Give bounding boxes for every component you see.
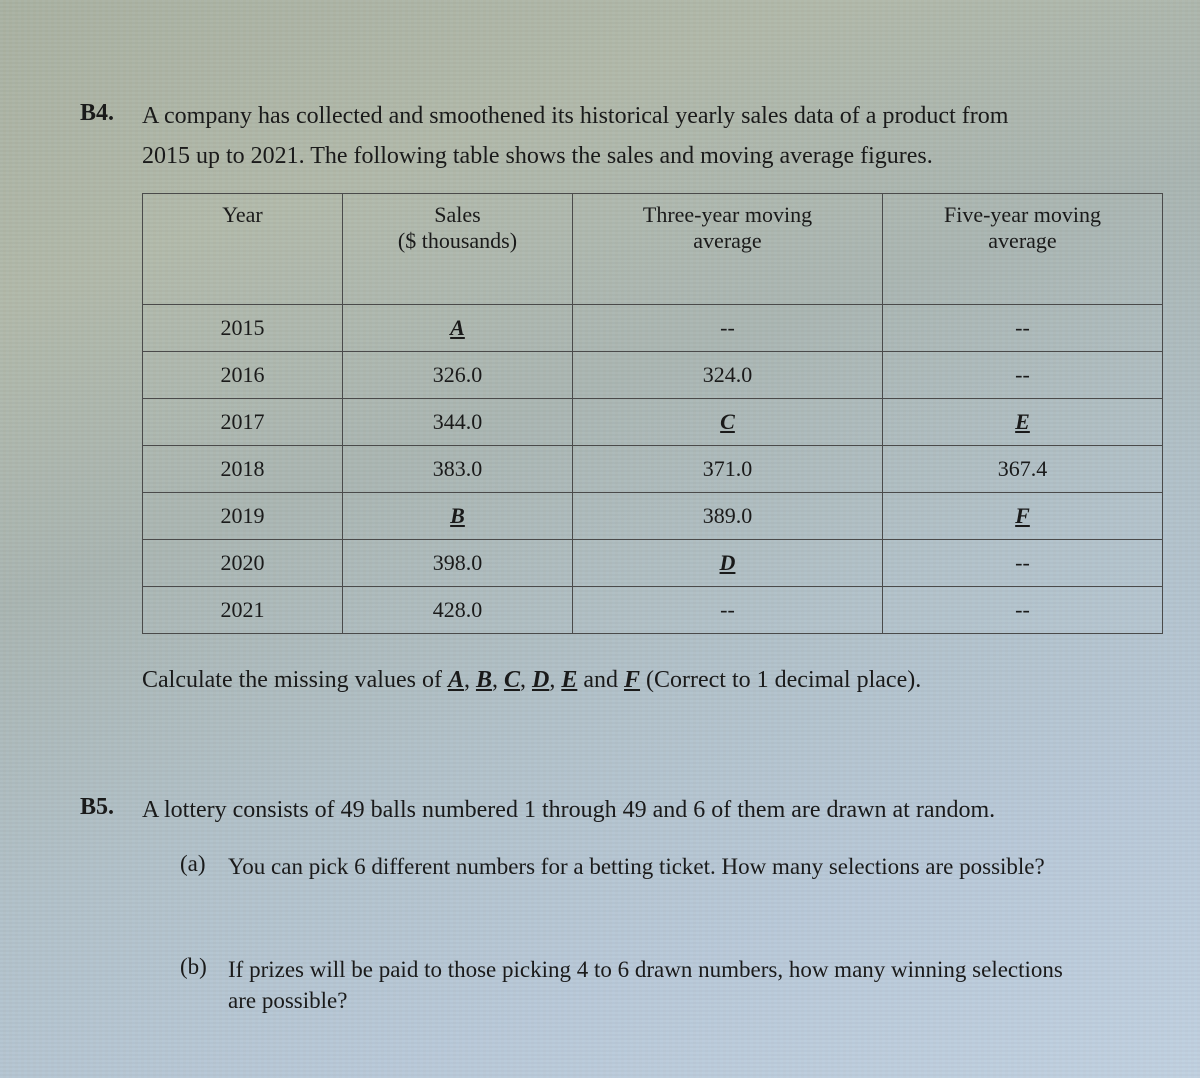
q-number: B5.	[80, 794, 124, 828]
cell-ma3: --	[573, 305, 883, 352]
cell-ma5: --	[883, 587, 1163, 634]
header-text: Three-year moving	[643, 202, 812, 227]
cell-ma5: --	[883, 305, 1163, 352]
cell-sales: A	[343, 305, 573, 352]
cell-ma3: 324.0	[573, 352, 883, 399]
header-text: Five-year moving	[944, 202, 1101, 227]
instr-post: (Correct to 1 decimal place).	[640, 667, 921, 693]
table-row: 2020398.0D--	[143, 540, 1163, 587]
cell-year: 2020	[143, 540, 343, 587]
blank-b: B	[476, 667, 492, 693]
q-text-line1: A company has collected and smoothened i…	[142, 100, 1008, 134]
header-text: Year	[222, 202, 263, 227]
b5-part-a: (a) You can pick 6 different numbers for…	[180, 851, 1130, 882]
cell-ma3: 389.0	[573, 493, 883, 540]
header-text: average	[988, 228, 1056, 253]
cell-ma5: --	[883, 352, 1163, 399]
col-sales: Sales ($ thousands)	[343, 194, 573, 305]
cell-ma3: D	[573, 540, 883, 587]
table-row: 2018383.0371.0367.4	[143, 446, 1163, 493]
question-b4: B4. A company has collected and smoothen…	[80, 100, 1130, 134]
header-text: ($ thousands)	[398, 228, 517, 253]
table-row: 2021428.0----	[143, 587, 1163, 634]
blank-c: C	[504, 667, 520, 693]
exam-page: B4. A company has collected and smoothen…	[0, 0, 1200, 1077]
table-row: 2019B389.0F	[143, 493, 1163, 540]
cell-year: 2015	[143, 305, 343, 352]
table-row: 2016326.0324.0--	[143, 352, 1163, 399]
blank-a: A	[448, 667, 464, 693]
sales-table: Year Sales ($ thousands) Three-year movi…	[142, 193, 1163, 634]
cell-ma5: E	[883, 399, 1163, 446]
cell-sales: 326.0	[343, 352, 573, 399]
b5-part-b: (b) If prizes will be paid to those pick…	[180, 954, 1130, 1016]
part-label: (b)	[180, 954, 214, 1016]
table-row: 2017344.0CE	[143, 399, 1163, 446]
cell-year: 2019	[143, 493, 343, 540]
blank-e: E	[561, 667, 577, 693]
col-year: Year	[143, 194, 343, 305]
col-ma5: Five-year moving average	[883, 194, 1163, 305]
cell-sales: 398.0	[343, 540, 573, 587]
col-ma3: Three-year moving average	[573, 194, 883, 305]
q-text-line2: 2015 up to 2021. The following table sho…	[142, 140, 1130, 174]
instr-pre: Calculate the missing values of	[142, 667, 448, 693]
cell-ma5: F	[883, 493, 1163, 540]
cell-ma3: 371.0	[573, 446, 883, 493]
cell-sales: 428.0	[343, 587, 573, 634]
cell-year: 2018	[143, 446, 343, 493]
cell-sales: 344.0	[343, 399, 573, 446]
cell-year: 2016	[143, 352, 343, 399]
cell-sales: B	[343, 493, 573, 540]
b4-instruction: Calculate the missing values of A, B, C,…	[142, 664, 1130, 698]
q-number: B4.	[80, 100, 124, 134]
b5-intro: A lottery consists of 49 balls numbered …	[142, 794, 995, 828]
part-text: If prizes will be paid to those picking …	[228, 954, 1063, 1016]
blank-f: F	[624, 667, 640, 693]
table-header-row: Year Sales ($ thousands) Three-year movi…	[143, 194, 1163, 305]
header-text: Sales	[434, 202, 480, 227]
blank-d: D	[532, 667, 549, 693]
cell-ma3: --	[573, 587, 883, 634]
cell-ma5: 367.4	[883, 446, 1163, 493]
header-text: average	[693, 228, 761, 253]
cell-ma5: --	[883, 540, 1163, 587]
table-row: 2015A----	[143, 305, 1163, 352]
cell-year: 2017	[143, 399, 343, 446]
cell-ma3: C	[573, 399, 883, 446]
cell-year: 2021	[143, 587, 343, 634]
question-b5: B5. A lottery consists of 49 balls numbe…	[80, 794, 1130, 828]
part-label: (a)	[180, 851, 214, 882]
part-text: You can pick 6 different numbers for a b…	[228, 851, 1045, 882]
cell-sales: 383.0	[343, 446, 573, 493]
